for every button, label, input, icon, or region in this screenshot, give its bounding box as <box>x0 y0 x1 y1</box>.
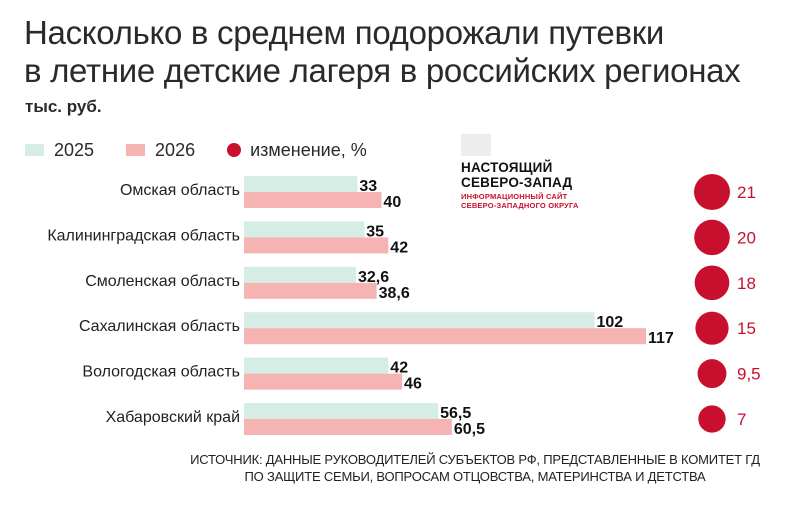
title-line-1: Насколько в среднем подорожали путевки <box>24 14 664 51</box>
bar-2026 <box>244 373 403 390</box>
change-bubble <box>695 311 729 345</box>
legend-item-change: изменение, % <box>227 140 367 161</box>
bar-2025 <box>244 312 595 329</box>
category-label: Смоленская область <box>85 273 240 290</box>
value-label-2026: 46 <box>404 376 422 393</box>
category-label: Вологодская область <box>82 364 240 381</box>
unit-label: тыс. руб. <box>25 97 102 116</box>
value-label-2025: 56,5 <box>440 405 471 422</box>
change-bubble <box>694 265 730 301</box>
value-label-2025: 42 <box>390 360 408 377</box>
logo-sub-line-1: ИНФОРМАЦИОННЫЙ САЙТ <box>461 192 568 201</box>
title-line-2: в летние детские лагеря в российских рег… <box>24 52 741 89</box>
value-label-2025: 33 <box>359 178 377 195</box>
publisher-logo: НАСТОЯЩИЙ СЕВЕРО-ЗАПАД ИНФОРМАЦИОННЫЙ СА… <box>461 134 601 210</box>
legend: 2025 2026 изменение, % <box>25 138 399 162</box>
bar-2026 <box>244 328 646 345</box>
bar-2025 <box>244 357 389 374</box>
change-label: 7 <box>737 410 746 429</box>
source-line-2: ПО ЗАЩИТЕ СЕМЬИ, ВОПРОСАМ ОТЦОВСТВА, МАТ… <box>244 469 706 484</box>
legend-item-2025: 2025 <box>25 140 94 161</box>
bar-2026 <box>244 282 377 299</box>
value-label-2025: 102 <box>596 314 623 331</box>
change-label: 9,5 <box>737 365 761 384</box>
logo-subtitle: ИНФОРМАЦИОННЫЙ САЙТ СЕВЕРО-ЗАПАДНОГО ОКР… <box>461 192 601 210</box>
logo-mark <box>461 134 491 156</box>
legend-item-2026: 2026 <box>126 140 195 161</box>
category-label: Калининградская область <box>47 227 240 244</box>
logo-line-1: НАСТОЯЩИЙ <box>461 160 553 175</box>
legend-label-2026: 2026 <box>155 139 196 160</box>
bar-2025 <box>244 221 365 238</box>
change-bubble <box>698 405 726 433</box>
source-line-1: ИСТОЧНИК: ДАННЫЕ РУКОВОДИТЕЛЕЙ СУБЪЕКТОВ… <box>190 452 760 467</box>
legend-dot-change <box>227 143 242 157</box>
value-label-2026: 38,6 <box>379 285 410 302</box>
value-label-2026: 40 <box>383 194 401 211</box>
logo-line-2: СЕВЕРО-ЗАПАД <box>461 175 573 190</box>
value-label-2025: 32,6 <box>358 269 389 286</box>
bar-2025 <box>244 266 357 283</box>
chart-title: Насколько в среднем подорожали путевки в… <box>24 14 764 90</box>
bar-2026 <box>244 237 389 254</box>
value-label-2026: 42 <box>390 239 408 256</box>
source-note: ИСТОЧНИК: ДАННЫЕ РУКОВОДИТЕЛЕЙ СУБЪЕКТОВ… <box>175 451 775 485</box>
change-label: 21 <box>737 183 756 202</box>
change-label: 18 <box>737 274 756 293</box>
category-label: Хабаровский край <box>106 409 240 426</box>
change-label: 20 <box>737 228 756 247</box>
value-label-2026: 60,5 <box>454 421 485 438</box>
value-label-2025: 35 <box>366 223 384 240</box>
legend-swatch-2025 <box>25 144 44 156</box>
change-bubble <box>697 359 727 389</box>
bar-2025 <box>244 176 358 192</box>
logo-sub-line-2: СЕВЕРО-ЗАПАДНОГО ОКРУГА <box>461 201 579 210</box>
change-bubble <box>694 219 730 256</box>
category-label: Омская область <box>120 182 240 199</box>
legend-swatch-2026 <box>126 144 146 156</box>
bar-2025 <box>244 403 439 419</box>
change-bubble <box>694 174 730 210</box>
legend-label-2025: 2025 <box>54 139 95 160</box>
value-label-2026: 117 <box>648 330 674 347</box>
legend-label-change: изменение, % <box>250 139 367 160</box>
category-label: Сахалинская область <box>79 318 240 335</box>
bar-2026 <box>244 419 452 435</box>
bar-2026 <box>244 192 382 208</box>
change-label: 15 <box>737 319 756 338</box>
